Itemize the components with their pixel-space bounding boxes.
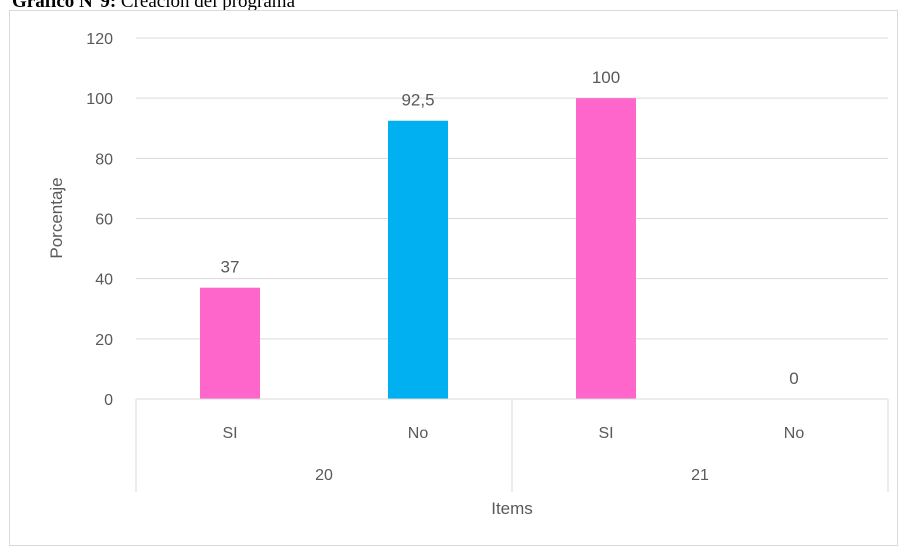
data-label: 100 xyxy=(592,68,620,87)
figure-caption-text: Creación del programa xyxy=(120,0,295,12)
figure-caption: Gráfico N°9: Creación del programa xyxy=(12,0,295,13)
y-tick-label: 80 xyxy=(95,151,113,168)
bar xyxy=(388,120,448,400)
category-label: SI xyxy=(598,425,613,442)
data-label: 92,5 xyxy=(401,91,434,110)
y-tick-label: 100 xyxy=(86,91,113,108)
bars: 37 92,5 100 0 xyxy=(200,68,799,400)
figure-caption-label: Gráfico N°9: xyxy=(12,0,117,12)
x-axis-title: Items xyxy=(491,499,533,518)
data-label: 37 xyxy=(221,258,240,277)
chart-frame xyxy=(9,10,898,546)
group-label: 21 xyxy=(691,467,709,484)
bar xyxy=(200,287,260,399)
x-axis: SI No 20 SI No 21 xyxy=(135,398,889,492)
y-tick-label: 60 xyxy=(95,212,113,229)
y-tick-label: 120 xyxy=(86,31,113,48)
data-label: 0 xyxy=(789,369,798,388)
y-tick-label: 0 xyxy=(104,392,113,409)
category-label: SI xyxy=(222,425,237,442)
y-axis-title: Porcentaje xyxy=(47,177,66,258)
gridlines xyxy=(136,37,888,340)
category-label: No xyxy=(784,425,805,442)
y-tick-label: 40 xyxy=(95,272,113,289)
y-axis-ticks: 0 20 40 60 80 100 120 xyxy=(86,31,113,409)
bar xyxy=(576,98,636,400)
group-label: 20 xyxy=(315,467,333,484)
y-tick-label: 20 xyxy=(95,332,113,349)
category-label: No xyxy=(408,425,429,442)
